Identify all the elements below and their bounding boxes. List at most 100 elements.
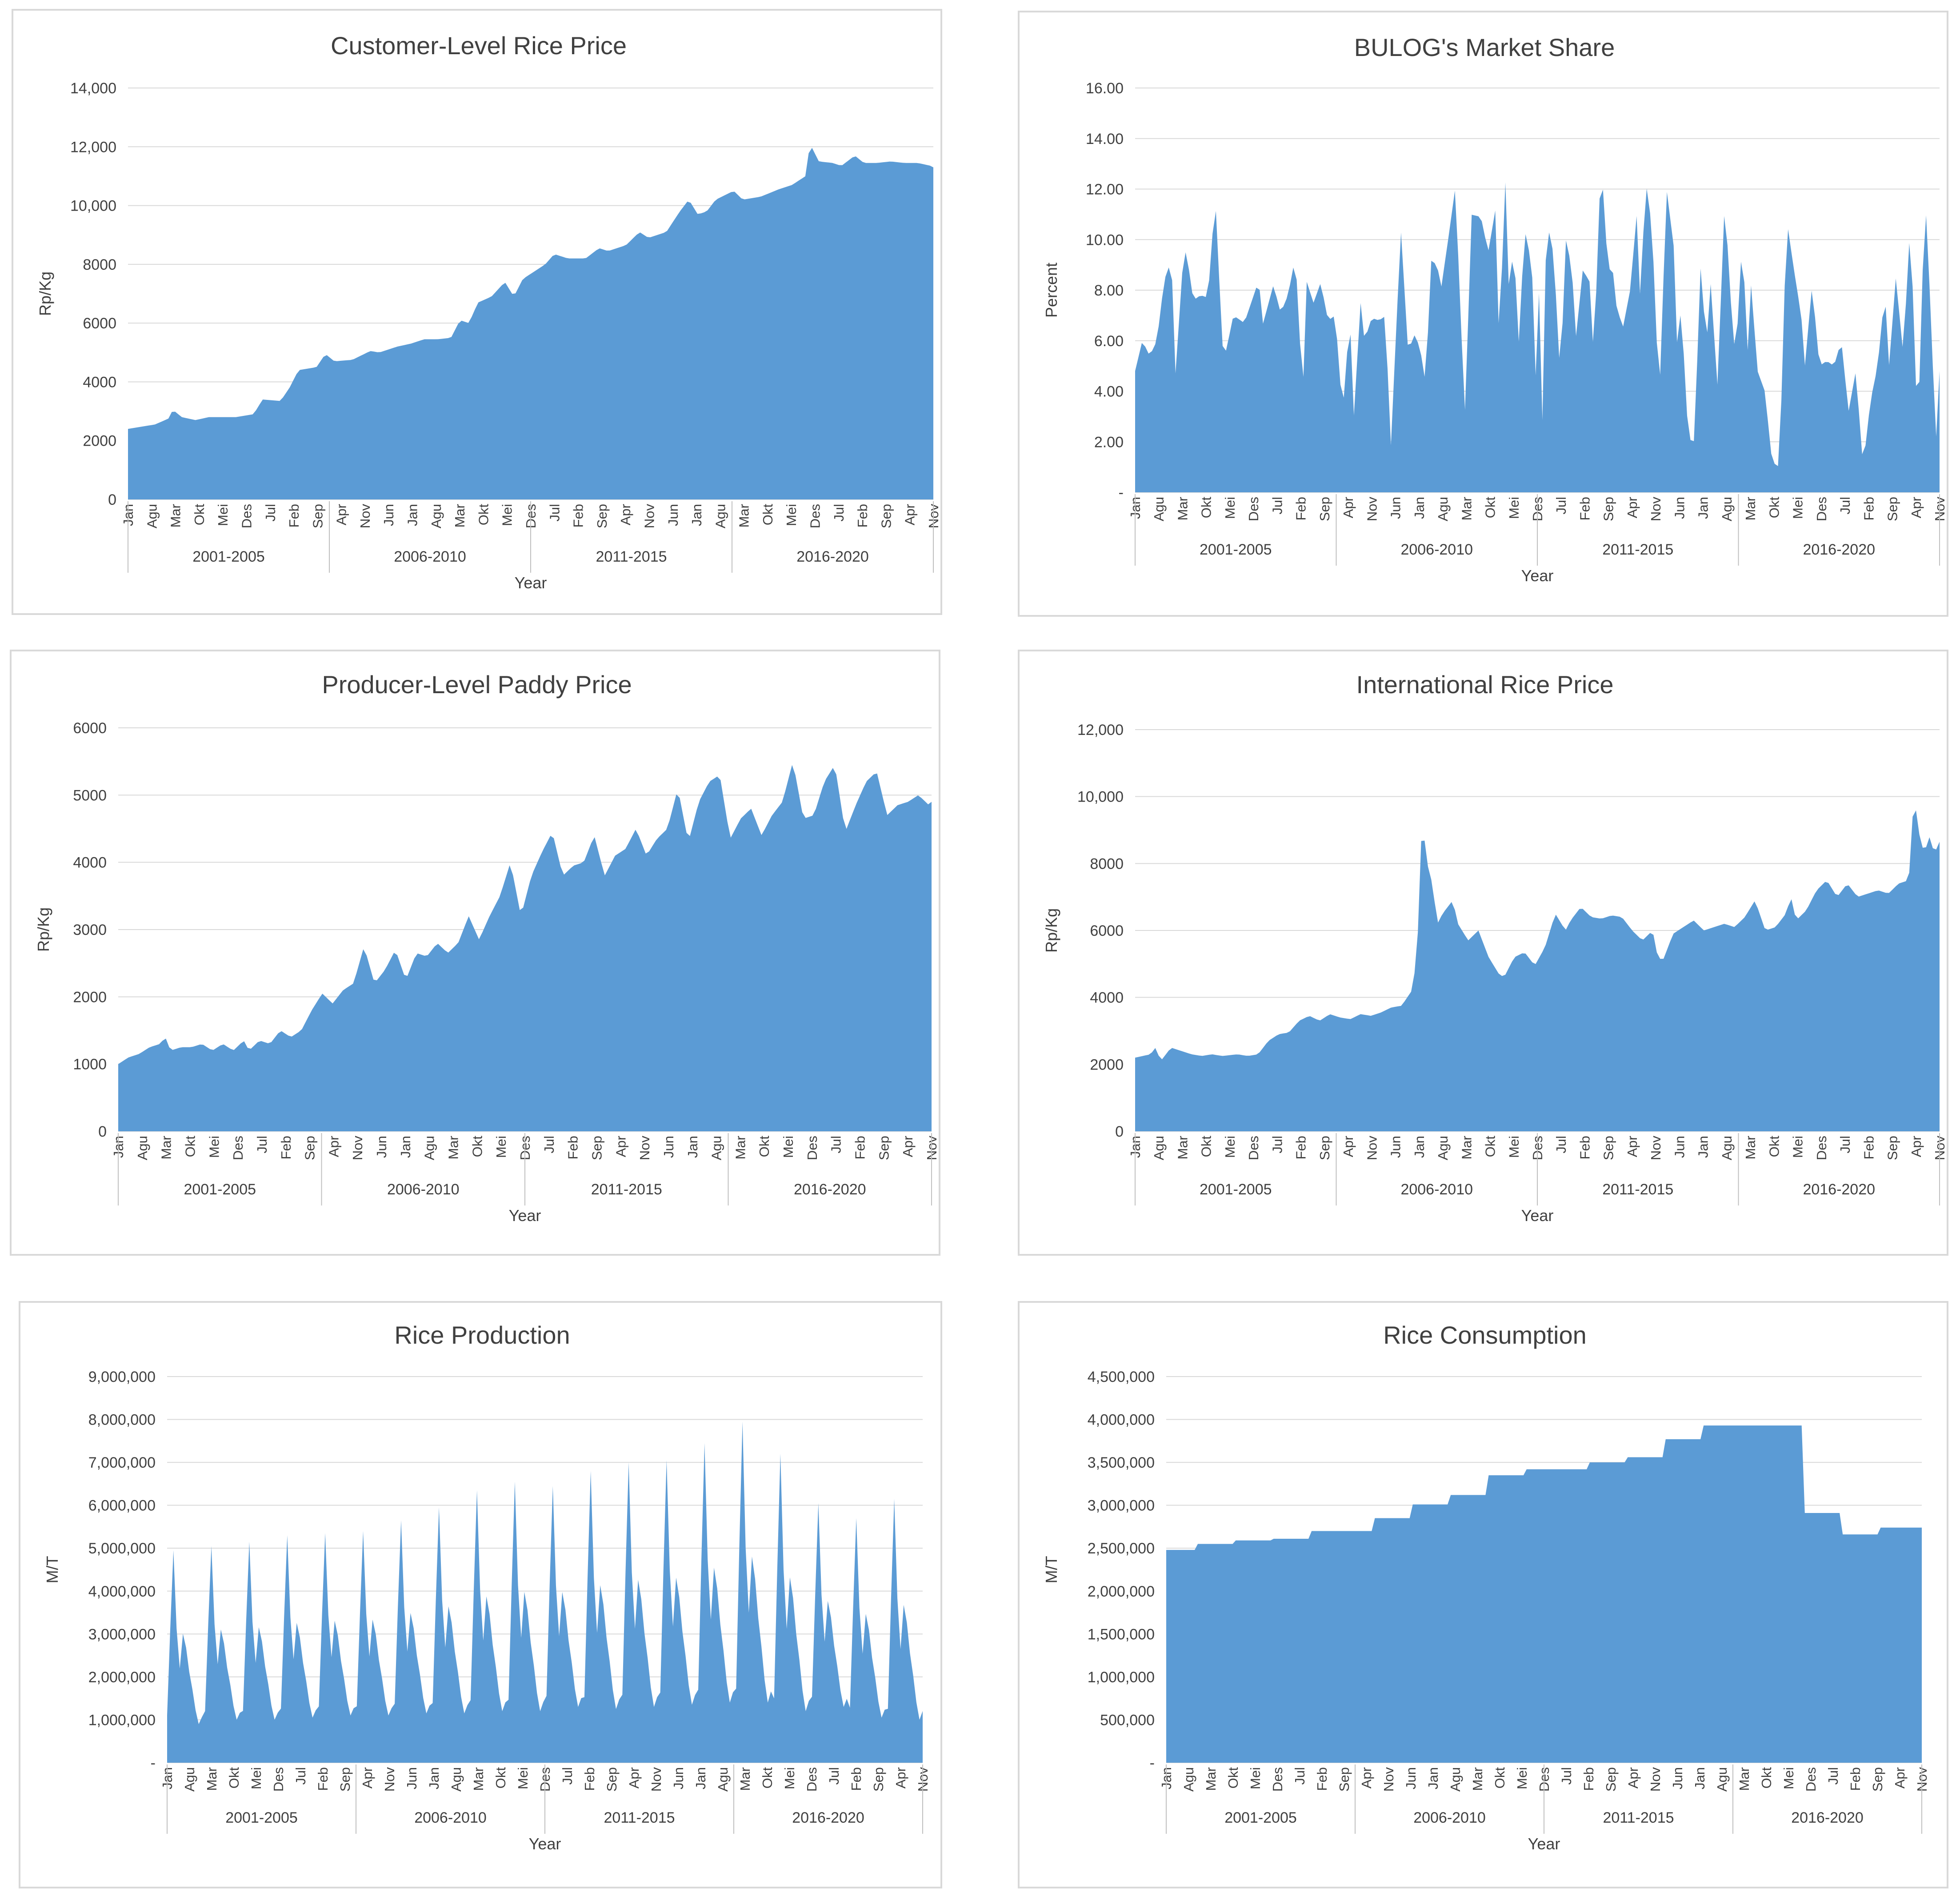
x-month-label: Nov (1381, 1767, 1396, 1792)
x-month-label: Mei (1790, 497, 1806, 519)
x-month-label: Jan (405, 504, 420, 526)
x-month-label: Agu (712, 504, 728, 528)
x-month-label: Apr (1624, 1136, 1640, 1157)
x-month-label: Jun (404, 1767, 420, 1789)
x-month-label: Mei (1506, 497, 1522, 519)
x-month-label: Sep (1603, 1767, 1619, 1792)
x-axis-title: Year (1521, 1206, 1554, 1225)
x-month-label: Apr (618, 504, 633, 525)
chart-title: Customer-Level Rice Price (331, 32, 627, 60)
x-month-label: Des (1270, 1767, 1285, 1792)
y-tick-label: 3,000,000 (88, 1626, 156, 1643)
x-month-label: Mar (1743, 497, 1758, 520)
x-month-label: Agu (1435, 497, 1451, 521)
x-group-label: 2011-2015 (1603, 1809, 1674, 1826)
x-month-label: Jun (1403, 1767, 1419, 1789)
x-month-label: Agu (135, 1136, 150, 1160)
x-month-label: Feb (571, 504, 586, 527)
x-month-label: Okt (469, 1136, 485, 1158)
x-month-label: Mei (780, 1136, 796, 1158)
x-month-label: Jul (293, 1767, 308, 1785)
rice-consumption-chart: Rice Consumption - 500,000 1,000,000 1,500,0… (1042, 1321, 1930, 1853)
x-month-label: Des (804, 1136, 820, 1160)
x-month-label: Apr (893, 1767, 908, 1788)
x-month-label: Jun (374, 1136, 389, 1158)
y-tick-label: 0 (98, 1123, 107, 1140)
x-month-label: Mar (1459, 1136, 1474, 1159)
x-month-label: Sep (871, 1767, 886, 1792)
x-month-label: Apr (1892, 1767, 1908, 1788)
x-group-label: 2016-2020 (792, 1809, 864, 1826)
y-axis-title: Percent (1042, 263, 1060, 318)
x-axis-title: Year (515, 574, 547, 592)
y-tick-label: 3,500,000 (1088, 1454, 1155, 1471)
x-month-label: Feb (1861, 497, 1876, 520)
series-area (1166, 1425, 1922, 1763)
y-tick-label: 2000 (1090, 1056, 1124, 1073)
y-axis-title: Rp/Kg (34, 907, 52, 952)
x-month-label: Jul (1553, 497, 1569, 515)
x-month-label: Jul (1559, 1767, 1574, 1785)
x-month-label: Mei (515, 1767, 531, 1789)
x-month-label: Jul (1825, 1767, 1841, 1785)
x-group-label: 2011-2015 (604, 1809, 675, 1826)
x-month-label: Sep (1885, 1136, 1900, 1160)
chart-panel-producer-paddy-price: Producer-Level Paddy Price 0 1000 2000 3000 4… (10, 650, 940, 1256)
y-tick-label: 1000 (73, 1056, 107, 1073)
x-month-label: Jun (1672, 497, 1687, 519)
producer-paddy-price-chart: Producer-Level Paddy Price 0 1000 2000 3000 4… (34, 671, 940, 1225)
y-tick-label: 4.00 (1094, 383, 1124, 400)
x-group-label: 2001-2005 (225, 1809, 298, 1826)
x-month-label: Nov (350, 1136, 365, 1161)
series-area (1135, 182, 1940, 493)
chart-panel-customer-rice-price: Customer-Level Rice Price 0 2000 4000 6000 80… (12, 9, 942, 615)
x-month-label: Jan (426, 1767, 442, 1789)
x-month-label: Jul (541, 1136, 557, 1154)
x-month-label: Okt (1492, 1767, 1508, 1789)
y-tick-label: 4,000,000 (88, 1583, 156, 1600)
x-group-label: 2001-2005 (1224, 1809, 1297, 1826)
x-month-label: Sep (1317, 1136, 1332, 1160)
y-tick-label: 2,000,000 (88, 1669, 156, 1686)
x-group-label: 2011-2015 (591, 1181, 662, 1198)
x-month-label: Okt (760, 504, 776, 526)
y-tick-label: 14,000 (70, 80, 116, 97)
x-month-label: Agu (709, 1136, 724, 1160)
x-month-label: Apr (900, 1136, 916, 1157)
chart-title: Rice Consumption (1383, 1321, 1587, 1349)
x-month-label: Mar (1736, 1767, 1752, 1791)
x-month-label: Mei (782, 1767, 797, 1789)
x-group-label: 2016-2020 (1803, 541, 1875, 558)
x-month-label: Mar (1175, 497, 1190, 520)
y-tick-label: 4000 (73, 854, 107, 871)
x-month-label: Des (230, 1136, 246, 1160)
x-month-label: Mar (736, 504, 752, 527)
x-month-label: Agu (144, 504, 160, 528)
x-month-label: Agu (1719, 497, 1735, 521)
y-tick-label: 10.00 (1086, 232, 1124, 248)
x-month-label: Nov (1364, 497, 1380, 522)
x-month-label: Mei (206, 1136, 222, 1158)
x-month-label: Agu (715, 1767, 731, 1792)
y-tick-label: 2000 (83, 433, 116, 450)
x-month-label: Jun (1672, 1136, 1687, 1158)
x-month-label: Agu (428, 504, 444, 528)
x-month-label: Apr (902, 504, 918, 525)
x-month-label: Mar (1203, 1767, 1219, 1791)
y-tick-label: 10,000 (70, 198, 116, 215)
x-month-label: Jul (1269, 1136, 1285, 1154)
x-month-label: Des (1814, 1136, 1829, 1160)
international-rice-price-chart: International Rice Price 0 2000 4000 6000 800… (1042, 671, 1948, 1225)
y-tick-label: 1,500,000 (1088, 1626, 1155, 1643)
x-month-label: Okt (1483, 1136, 1498, 1158)
chart-title: BULOG's Market Share (1354, 33, 1615, 61)
x-month-label: Okt (760, 1767, 775, 1789)
x-axis-title: Year (1528, 1835, 1560, 1853)
chart-panel-bulog-market-share: BULOG's Market Share - 2.00 4.00 6.00 8.00 10.… (1018, 11, 1948, 617)
x-month-label: Feb (1314, 1767, 1330, 1791)
y-tick-label: 10,000 (1077, 789, 1124, 806)
x-month-label: Jun (1670, 1767, 1685, 1789)
x-month-label: Jul (831, 504, 847, 522)
x-month-label: Agu (1151, 1136, 1167, 1160)
y-tick-label: 4,000,000 (1088, 1412, 1155, 1429)
